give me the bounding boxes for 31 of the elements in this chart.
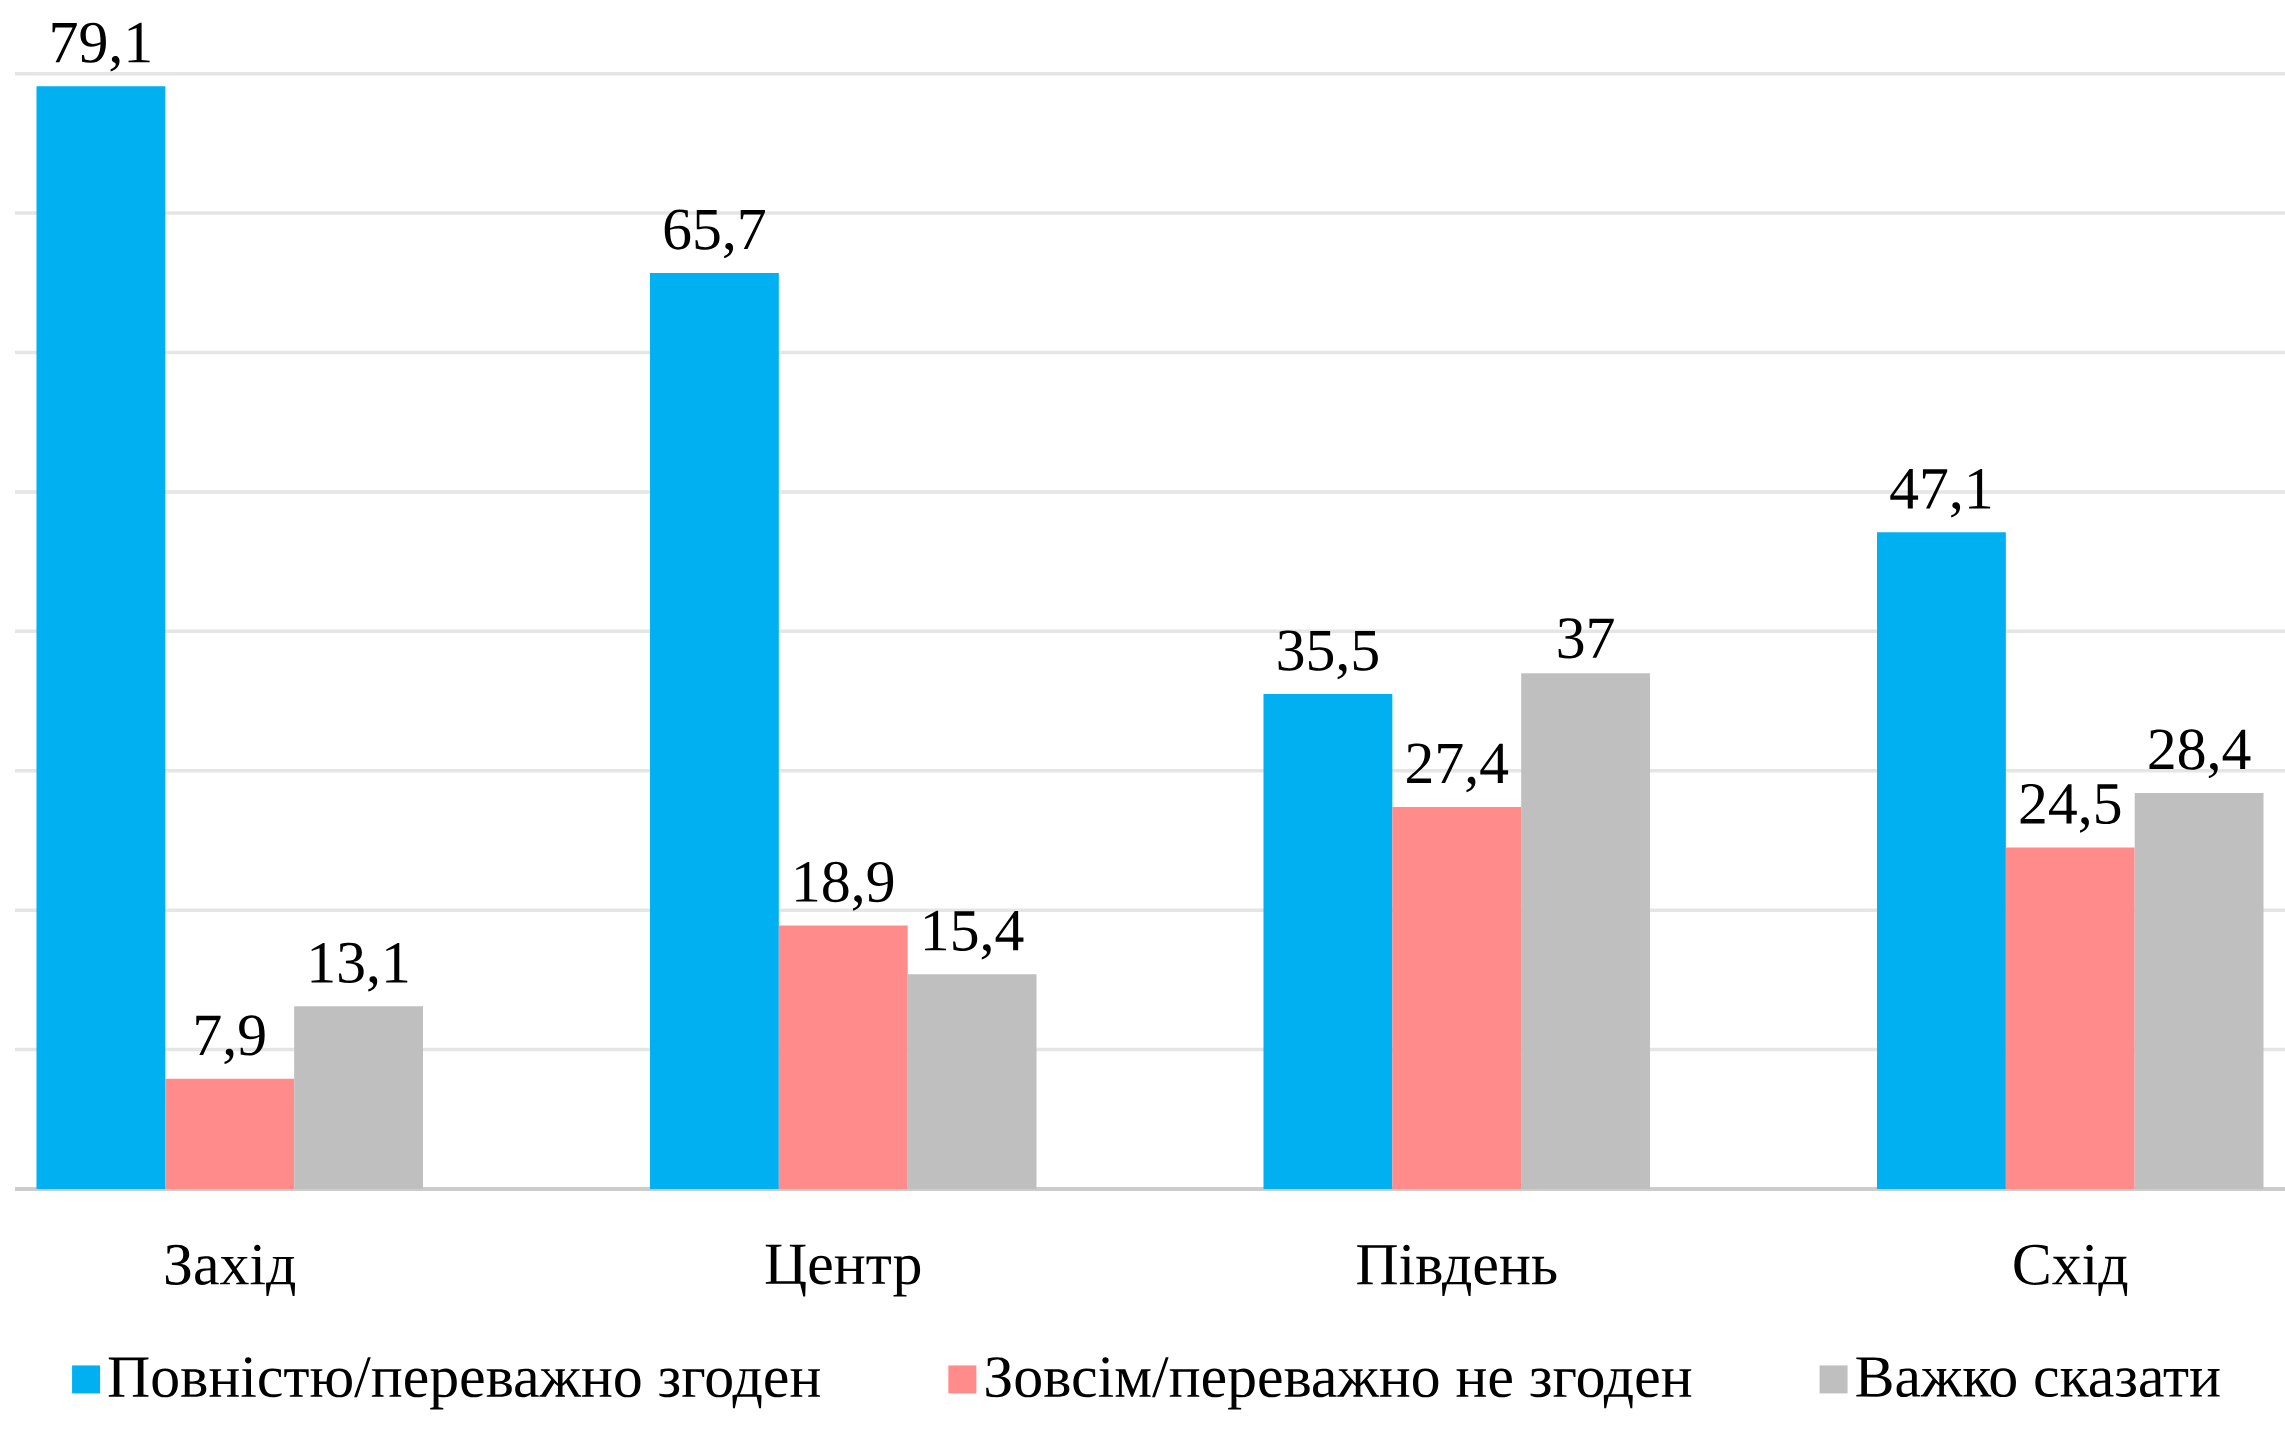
- x-tick-label: Захід: [165, 1244, 296, 1296]
- legend-label: Важко сказати: [1856, 1357, 2220, 1398]
- bar: [2134, 793, 2264, 1189]
- bar: [1392, 806, 1522, 1189]
- data-label: 35,5: [1278, 630, 1378, 680]
- bar: [165, 1078, 295, 1189]
- bar: [1521, 673, 1651, 1189]
- legend-label: Повністю/переважно згоден: [108, 1357, 820, 1410]
- data-label: 24,5: [2020, 783, 2121, 833]
- legend-label: Зовсім/переважно не згоден: [986, 1357, 1692, 1410]
- data-label: 47,1: [1890, 468, 1991, 518]
- bar: [294, 1006, 423, 1189]
- bar: [1877, 532, 2006, 1189]
- data-label: 27,4: [1407, 743, 1509, 793]
- data-label: 18,9: [796, 861, 894, 911]
- bar: [2005, 847, 2135, 1189]
- bar: [649, 273, 779, 1189]
- bar: [907, 974, 1037, 1189]
- bar: [778, 925, 908, 1189]
- data-label: 13,1: [311, 942, 408, 992]
- data-label: 15,4: [925, 910, 1024, 960]
- data-label: 65,7: [664, 209, 765, 259]
- bar: [1263, 694, 1393, 1189]
- data-label: 37: [1558, 618, 1614, 659]
- bar: [36, 86, 166, 1189]
- data-label: 28,4: [2149, 729, 2251, 779]
- x-tick-label: Південь: [1357, 1244, 1557, 1296]
- x-tick-label: Центр: [765, 1244, 921, 1297]
- data-label: 7,9: [196, 1015, 265, 1065]
- x-tick-label: Схід: [2014, 1244, 2128, 1296]
- data-label: 79,1: [52, 22, 150, 72]
